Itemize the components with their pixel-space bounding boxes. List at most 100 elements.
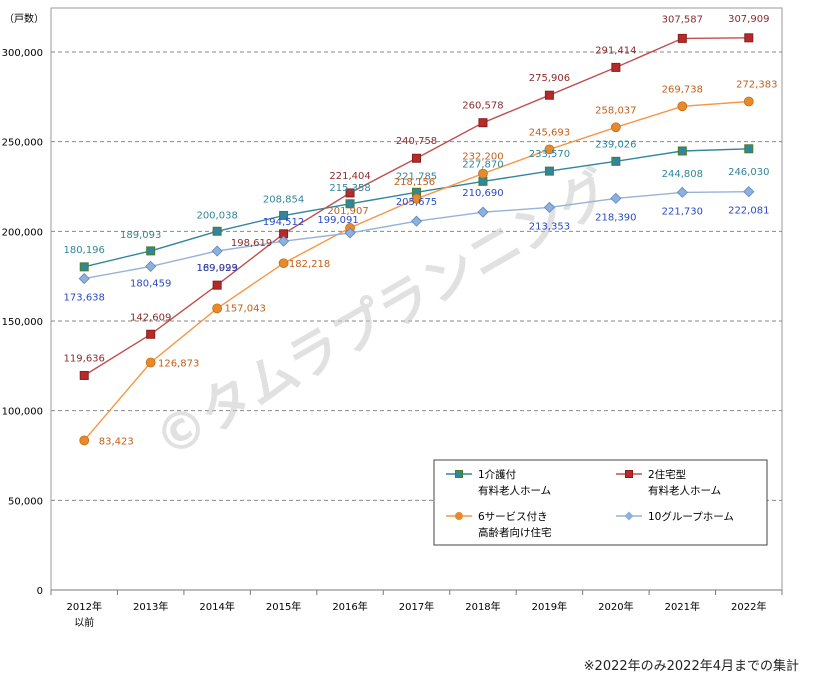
- data-point: [212, 226, 222, 236]
- data-label: 244,808: [662, 169, 703, 180]
- data-label: 83,423: [99, 436, 134, 447]
- data-label: 260,578: [462, 101, 503, 112]
- data-point: [611, 156, 621, 166]
- data-point: [743, 96, 754, 107]
- y-tick-label: 100,000: [2, 407, 43, 418]
- data-point: [610, 122, 621, 133]
- data-label: 227,870: [462, 159, 503, 170]
- data-point: [544, 166, 554, 176]
- data-point: [610, 192, 622, 204]
- data-label: 218,390: [595, 212, 636, 223]
- data-point: [677, 101, 688, 112]
- data-point: [79, 370, 89, 380]
- data-label: 218,156: [394, 177, 435, 188]
- y-tick-label: 250,000: [2, 138, 43, 149]
- data-point: [212, 303, 223, 314]
- data-label: 246,030: [728, 167, 769, 178]
- data-label: 208,854: [263, 194, 304, 205]
- legend-label: 高齢者向け住宅: [478, 526, 552, 539]
- data-label: 182,218: [289, 259, 330, 270]
- y-tick-label: 150,000: [2, 317, 43, 328]
- data-point: [411, 193, 422, 204]
- data-label: 189,093: [120, 230, 161, 241]
- data-point: [211, 245, 223, 257]
- legend-label: 2住宅型: [648, 468, 686, 481]
- data-label: 233,570: [529, 149, 570, 160]
- x-tick-label: 2017年: [399, 600, 434, 613]
- data-label: 222,081: [728, 206, 769, 217]
- data-point: [345, 199, 355, 209]
- data-point: [744, 33, 754, 43]
- data-point: [477, 206, 489, 218]
- x-tick-label: 2016年: [332, 600, 367, 613]
- data-label: 194,512: [263, 217, 304, 228]
- data-point: [79, 262, 89, 272]
- data-label: 245,693: [529, 127, 570, 138]
- data-point: [478, 118, 488, 128]
- data-point: [345, 188, 355, 198]
- data-label: 221,404: [329, 171, 370, 182]
- x-tick-label: 2018年: [465, 600, 500, 613]
- data-label: 221,730: [662, 206, 703, 217]
- data-label: 201,907: [327, 206, 368, 217]
- data-point: [677, 33, 687, 43]
- data-point: [611, 62, 621, 72]
- x-tick-label: 以前: [74, 616, 94, 629]
- data-point: [543, 201, 555, 213]
- data-point: [677, 146, 687, 156]
- data-label: 200,038: [196, 210, 237, 221]
- footnote: ※2022年のみ2022年4月までの集計: [583, 659, 799, 674]
- data-label: 180,196: [64, 245, 105, 256]
- y-tick-label: 300,000: [2, 48, 43, 59]
- data-point: [78, 273, 90, 285]
- data-point: [146, 329, 156, 339]
- data-label: 307,909: [728, 14, 769, 25]
- data-label: 213,353: [529, 221, 570, 232]
- data-point: [544, 144, 555, 155]
- y-tick-label: 0: [37, 586, 43, 597]
- data-label: 210,690: [462, 188, 503, 199]
- data-point: [212, 280, 222, 290]
- data-label: 215,358: [329, 183, 370, 194]
- legend-label: 6サービス付き: [478, 510, 548, 523]
- legend-label: 有料老人ホーム: [648, 484, 721, 497]
- data-label: 221,785: [396, 171, 437, 182]
- data-point: [79, 435, 90, 446]
- data-point: [743, 186, 755, 198]
- data-label: 157,043: [224, 303, 265, 314]
- data-label: 239,026: [595, 139, 636, 150]
- data-point: [676, 186, 688, 198]
- x-tick-label: 2014年: [199, 600, 234, 613]
- legend-label: 10グループホーム: [648, 510, 734, 523]
- x-tick-label: 2013年: [133, 600, 168, 613]
- data-point: [146, 246, 156, 256]
- data-point: [478, 176, 488, 186]
- data-point: [410, 215, 423, 227]
- y-unit-label: （戸数）: [4, 12, 44, 25]
- x-tick-label: 2015年: [266, 600, 301, 613]
- data-point: [278, 258, 289, 269]
- legend-box: [433, 459, 768, 546]
- data-label: 126,873: [158, 358, 199, 369]
- data-point: [344, 227, 356, 239]
- x-tick-label: 2012年: [67, 600, 102, 613]
- data-point: [279, 210, 289, 220]
- y-tick-label: 200,000: [2, 227, 43, 238]
- data-label: 275,906: [529, 73, 570, 84]
- y-tick-label: 50,000: [8, 496, 43, 507]
- data-label: 119,636: [64, 353, 105, 364]
- x-tick-label: 2022年: [731, 600, 766, 613]
- legend-marker: [624, 511, 634, 521]
- data-label: 240,758: [396, 136, 437, 147]
- data-label: 173,638: [64, 293, 105, 304]
- legend-marker: [455, 470, 463, 478]
- data-point: [278, 235, 290, 247]
- data-label: 269,738: [662, 84, 703, 95]
- data-label: 232,200: [462, 152, 503, 163]
- data-point: [544, 90, 554, 100]
- data-point: [412, 153, 421, 163]
- data-label: 199,091: [317, 215, 358, 226]
- legend-marker: [455, 512, 463, 520]
- data-label: 189,029: [196, 263, 237, 274]
